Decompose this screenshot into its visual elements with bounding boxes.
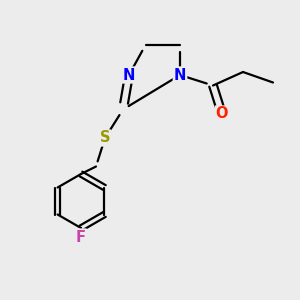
Text: F: F <box>76 230 86 244</box>
Text: O: O <box>216 106 228 122</box>
Text: N: N <box>174 68 186 82</box>
Text: S: S <box>100 130 110 146</box>
Text: N: N <box>123 68 135 82</box>
